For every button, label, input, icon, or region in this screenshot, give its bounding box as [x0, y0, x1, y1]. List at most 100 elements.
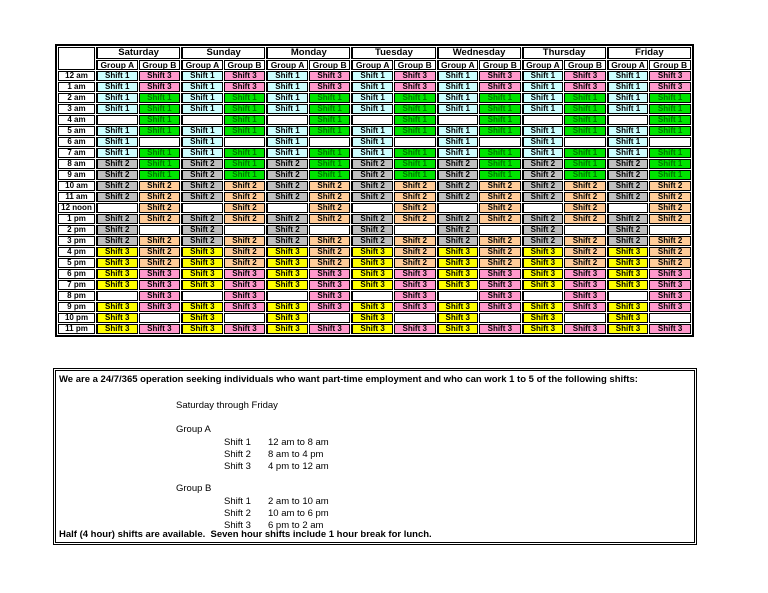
shift-cell: Shift 3	[649, 291, 691, 301]
shift-cell: Shift 1	[223, 148, 266, 158]
shift-cell: Shift 2	[564, 258, 606, 268]
shift-label: Shift 3	[224, 520, 251, 531]
shift-cell: Shift 3	[521, 269, 564, 279]
shift-cell: Shift 2	[308, 181, 351, 191]
shift-cell: Shift 3	[436, 313, 479, 323]
shift-cell: Shift 2	[649, 192, 691, 202]
shift-cell: Shift 2	[266, 159, 308, 169]
shift-cell: Shift 1	[181, 137, 223, 147]
shift-cell: Shift 2	[436, 170, 479, 180]
shift-cell: Shift 3	[606, 324, 649, 334]
empty-cell	[138, 225, 181, 235]
shift-cell: Shift 3	[479, 82, 521, 92]
shift-cell: Shift 2	[181, 170, 223, 180]
shift-cell: Shift 2	[564, 203, 606, 213]
shift-cell: Shift 1	[606, 104, 649, 114]
shift-cell: Shift 1	[308, 126, 351, 136]
shift-cell: Shift 1	[521, 137, 564, 147]
shift-cell: Shift 3	[266, 324, 308, 334]
empty-cell	[564, 225, 606, 235]
empty-cell	[479, 313, 521, 323]
shift-cell: Shift 3	[181, 247, 223, 257]
shift-cell: Shift 3	[266, 269, 308, 279]
shift-cell: Shift 1	[564, 126, 606, 136]
day-header-wednesday: Wednesday	[436, 47, 521, 59]
shift-cell: Shift 2	[393, 214, 436, 224]
shift-cell: Shift 1	[266, 82, 308, 92]
empty-cell	[521, 291, 564, 301]
time-label: 2 am	[58, 93, 95, 103]
shift-cell: Shift 1	[479, 115, 521, 125]
empty-cell	[436, 203, 479, 213]
schedule-range: Saturday through Friday	[176, 400, 278, 411]
shift-cell: Shift 2	[606, 192, 649, 202]
group-header-a-thursday: Group A	[521, 60, 564, 70]
day-header-saturday: Saturday	[96, 47, 181, 59]
shift-cell: Shift 2	[521, 170, 564, 180]
shift-cell: Shift 2	[308, 214, 351, 224]
shift-cell: Shift 1	[223, 159, 266, 169]
shift-cell: Shift 1	[308, 115, 351, 125]
shift-label: Shift 1	[224, 496, 251, 507]
time-label: 4 pm	[58, 247, 95, 257]
shift-cell: Shift 2	[436, 181, 479, 191]
shift-cell: Shift 3	[351, 313, 393, 323]
shift-cell: Shift 3	[138, 280, 181, 290]
schedule-head: Saturday Sunday Monday Tuesday Wednesday Thur…	[58, 47, 691, 70]
empty-cell	[138, 137, 181, 147]
empty-cell	[266, 115, 308, 125]
shift-cell: Shift 1	[393, 159, 436, 169]
shift-cell: Shift 1	[96, 126, 138, 136]
shift-cell: Shift 3	[138, 269, 181, 279]
empty-cell	[479, 225, 521, 235]
time-label: 12 am	[58, 71, 95, 81]
shift-cell: Shift 2	[521, 181, 564, 191]
shift-cell: Shift 1	[479, 148, 521, 158]
empty-cell	[266, 203, 308, 213]
schedule-row-10-pm: 10 pm Shift 3 Shift 3 Shift 3 Shift 3 Shift 3…	[58, 313, 691, 323]
empty-cell	[436, 291, 479, 301]
shift-cell: Shift 1	[393, 93, 436, 103]
shift-cell: Shift 2	[308, 247, 351, 257]
shift-cell: Shift 3	[308, 302, 351, 312]
shift-cell: Shift 3	[393, 280, 436, 290]
shift-cell: Shift 2	[649, 236, 691, 246]
shift-cell: Shift 3	[521, 280, 564, 290]
shift-cell: Shift 1	[436, 126, 479, 136]
shift-cell: Shift 1	[436, 71, 479, 81]
empty-cell	[436, 115, 479, 125]
shift-cell: Shift 1	[479, 104, 521, 114]
shift-cell: Shift 1	[606, 137, 649, 147]
empty-cell	[96, 203, 138, 213]
time-label: 1 pm	[58, 214, 95, 224]
shift-cell: Shift 2	[138, 203, 181, 213]
shift-cell: Shift 3	[649, 302, 691, 312]
shift-cell: Shift 1	[308, 148, 351, 158]
shift-cell: Shift 1	[479, 159, 521, 169]
shift-cell: Shift 2	[606, 181, 649, 191]
shift-cell: Shift 3	[564, 291, 606, 301]
shift-cell: Shift 2	[436, 159, 479, 169]
shift-cell: Shift 1	[266, 137, 308, 147]
time-label: 6 am	[58, 137, 95, 147]
shift-cell: Shift 1	[266, 71, 308, 81]
shift-cell: Shift 1	[138, 104, 181, 114]
shift-time: 8 am to 4 pm	[268, 449, 324, 460]
shift-label: Shift 2	[224, 449, 251, 460]
shift-cell: Shift 3	[308, 280, 351, 290]
empty-cell	[351, 203, 393, 213]
schedule-row-4-am: 4 am Shift 1 Shift 1 Shift 1 Shift 1 Shift 1 S…	[58, 115, 691, 125]
time-label: 3 am	[58, 104, 95, 114]
shift-cell: Shift 3	[96, 280, 138, 290]
shift-cell: Shift 2	[479, 181, 521, 191]
shift-cell: Shift 1	[138, 126, 181, 136]
shift-cell: Shift 3	[351, 247, 393, 257]
shift-cell: Shift 2	[266, 225, 308, 235]
shift-cell: Shift 1	[96, 93, 138, 103]
time-label: 10 pm	[58, 313, 95, 323]
shift-cell: Shift 3	[649, 82, 691, 92]
schedule-row-12-noon: 12 noon Shift 2 Shift 2 Shift 2 Shift 2 Shift…	[58, 203, 691, 213]
shift-cell: Shift 1	[606, 82, 649, 92]
